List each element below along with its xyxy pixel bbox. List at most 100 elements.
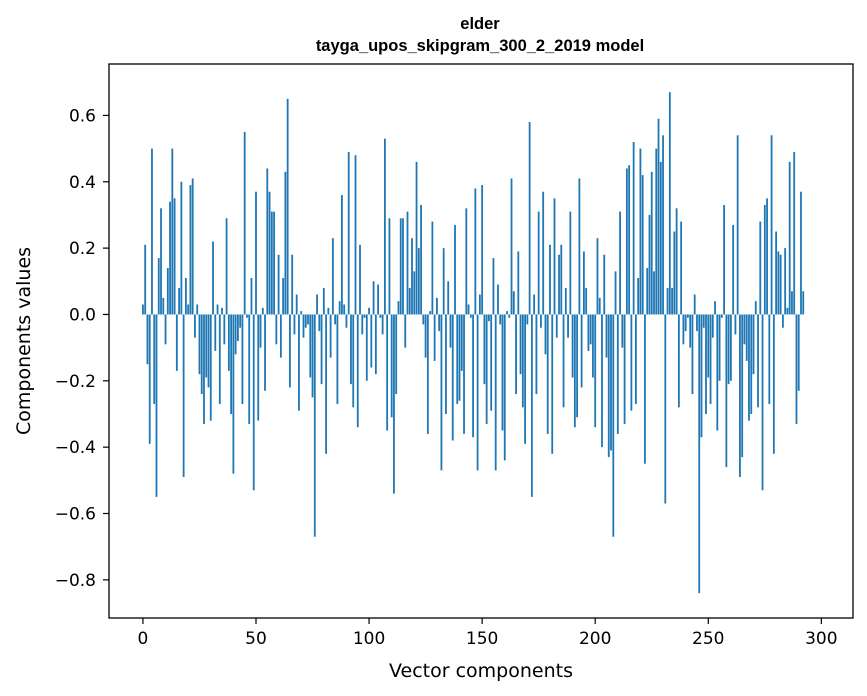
bar-component-193: [578, 178, 581, 315]
bar-component-108: [386, 314, 389, 431]
bar-component-5: [153, 314, 156, 405]
bar-component-196: [585, 287, 588, 315]
bar-component-17: [180, 181, 183, 315]
bar-component-23: [194, 314, 196, 338]
bar-component-274: [761, 314, 764, 491]
bar-component-173: [533, 294, 536, 315]
bar-component-53: [261, 307, 264, 315]
bar-component-230: [662, 135, 664, 315]
x-tick-label: 50: [245, 629, 267, 649]
bar-component-81: [325, 314, 327, 454]
bar-component-154: [490, 314, 493, 411]
bar-component-77: [316, 294, 318, 315]
bar-component-28: [205, 314, 208, 378]
bar-component-40: [232, 314, 235, 474]
bar-component-160: [503, 314, 506, 461]
bar-component-18: [182, 314, 185, 478]
bar-component-190: [571, 314, 574, 378]
bar-component-54: [264, 314, 266, 391]
bar-component-29: [207, 314, 210, 388]
x-tick-label: 150: [466, 629, 498, 649]
bar-component-155: [492, 258, 495, 315]
bar-component-187: [564, 287, 567, 315]
y-axis-ticks: −0.8 −0.6 −0.4 −0.2 0.0 0.2 0.4 0.6: [55, 106, 109, 591]
bar-component-172: [530, 314, 533, 497]
bar-component-249: [705, 314, 707, 414]
y-tick-label: 0.2: [69, 239, 96, 259]
bar-component-73: [307, 314, 309, 325]
bar-component-69: [298, 314, 300, 411]
bar-component-79: [320, 314, 323, 385]
bar-component-20: [187, 304, 190, 315]
bar-component-106: [381, 314, 384, 335]
bar-component-237: [677, 314, 680, 408]
bar-series: [142, 92, 805, 594]
bar-component-38: [227, 314, 230, 371]
bar-component-15: [175, 314, 178, 371]
bar-component-7: [157, 258, 160, 315]
bar-component-282: [779, 254, 782, 315]
bar-component-86: [336, 314, 339, 405]
bar-component-64: [286, 98, 289, 315]
bar-component-141: [460, 314, 463, 371]
bar-component-273: [759, 221, 762, 315]
bar-component-166: [517, 251, 520, 315]
bar-component-74: [309, 314, 312, 378]
bar-component-72: [304, 314, 307, 328]
bar-component-12: [169, 201, 171, 315]
bar-component-271: [754, 301, 757, 315]
chart-title-line-2: tayga_upos_skipgram_300_2_2019 model: [316, 37, 644, 55]
bar-component-100: [368, 307, 370, 315]
bar-component-37: [225, 218, 228, 315]
bar-component-239: [682, 314, 685, 345]
y-tick-label: −0.6: [55, 505, 96, 525]
bar-component-124: [422, 314, 425, 325]
bar-component-107: [383, 138, 386, 315]
bar-component-247: [700, 314, 703, 438]
bar-component-95: [356, 314, 359, 428]
bar-component-204: [603, 254, 606, 315]
bar-component-125: [424, 314, 427, 358]
bar-component-226: [653, 271, 655, 315]
bar-component-103: [374, 314, 377, 375]
bar-component-84: [331, 238, 334, 315]
bar-component-70: [300, 311, 303, 315]
bar-component-134: [445, 314, 447, 414]
bar-component-99: [365, 314, 368, 381]
bar-component-210: [616, 314, 619, 434]
bar-component-135: [447, 281, 450, 315]
bar-component-277: [768, 314, 771, 405]
plot-area-frame: [108, 63, 854, 619]
bar-component-228: [657, 118, 660, 315]
bar-component-158: [499, 314, 502, 325]
bar-component-156: [494, 314, 497, 471]
bar-component-16: [178, 287, 181, 315]
bar-component-6: [155, 314, 158, 497]
bar-component-182: [553, 198, 556, 315]
bar-component-213: [623, 314, 626, 424]
bar-component-214: [625, 168, 628, 315]
bar-component-292: [802, 291, 805, 315]
bar-component-56: [268, 191, 271, 315]
bar-component-1: [144, 244, 147, 315]
bar-component-167: [519, 314, 522, 375]
y-tick-label: −0.2: [55, 372, 96, 392]
bar-component-147: [474, 188, 477, 315]
bar-component-241: [687, 314, 689, 318]
bar-component-82: [327, 307, 330, 315]
bar-component-219: [637, 277, 640, 315]
bar-component-131: [438, 314, 441, 332]
bar-component-113: [397, 301, 400, 315]
bar-component-117: [406, 211, 409, 315]
bar-component-78: [318, 314, 321, 332]
bar-component-85: [334, 314, 337, 325]
bar-component-109: [388, 218, 391, 315]
bar-component-287: [791, 291, 793, 315]
bar-component-60: [277, 254, 280, 315]
bar-component-218: [635, 314, 637, 405]
bar-component-275: [763, 204, 766, 315]
bar-component-192: [576, 314, 579, 418]
bar-component-11: [166, 268, 169, 315]
bar-component-281: [777, 251, 780, 315]
bar-component-34: [218, 314, 221, 405]
